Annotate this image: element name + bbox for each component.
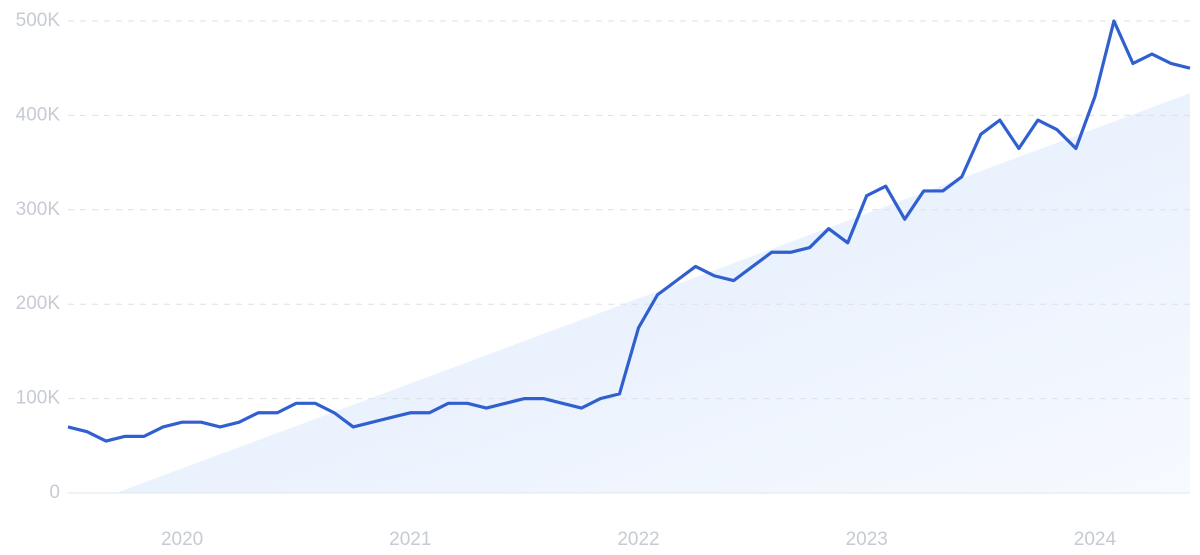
y-tick-label: 400K [16, 104, 61, 125]
x-tick-label: 2020 [161, 529, 203, 550]
y-tick-label: 500K [16, 10, 61, 31]
trend-area [68, 93, 1190, 493]
y-tick-label: 300K [16, 199, 61, 220]
trend-area-group [68, 93, 1190, 493]
x-tick-label: 2023 [846, 529, 888, 550]
x-tick-label: 2022 [617, 529, 659, 550]
trend-line [67, 19, 1191, 443]
y-tick-label: 100K [16, 388, 61, 409]
y-tick-label: 0 [49, 482, 60, 503]
y-tick-label: 200K [16, 293, 61, 314]
x-tick-label: 2024 [1074, 529, 1117, 550]
x-tick-label: 2021 [389, 529, 431, 550]
